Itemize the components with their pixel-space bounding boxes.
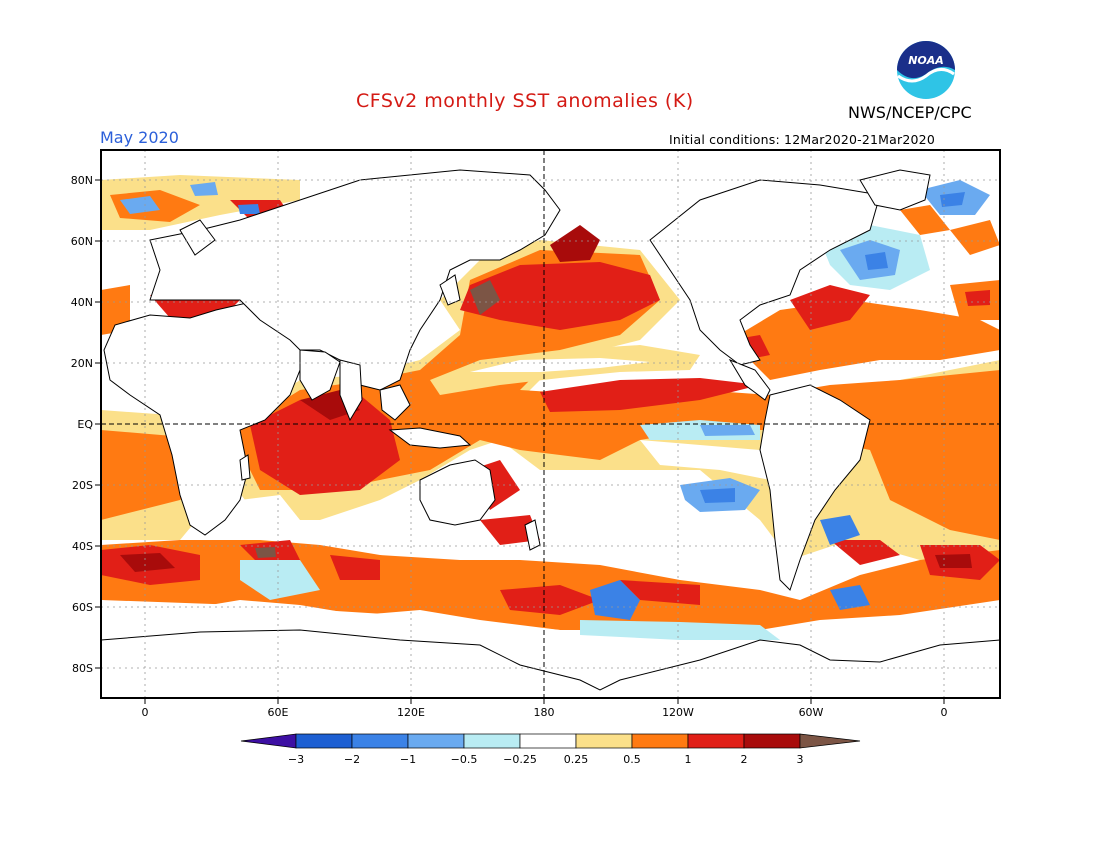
colorbar-tick-label: 3 [797,753,804,766]
colorbar-swatch [519,733,577,749]
lat-label: 80N [71,174,93,187]
colorbar-tick-label: 2 [741,753,748,766]
colorbar-swatch [631,733,689,749]
graticule [101,150,1000,698]
lon-label: 120W [662,706,694,719]
lon-label: 0 [941,706,948,719]
coastlines [101,169,1000,698]
lon-label: 120E [397,706,425,719]
colorbar-tick-label: −1 [400,753,416,766]
lat-label: 40N [71,296,93,309]
lon-label: 60E [268,706,289,719]
colorbar-tick-label: −3 [288,753,304,766]
colorbar-cap-high [799,733,861,749]
reference-lines [101,150,1000,698]
colorbar: −3 −2 −1 −0.5 −0.25 0.25 0.5 1 2 3 [240,733,861,766]
lat-label: 20N [71,357,93,370]
colorbar-tick-label: −0.5 [451,753,478,766]
lon-label: 60W [799,706,824,719]
lon-label: 180 [534,706,555,719]
lat-label: EQ [77,418,93,431]
chart-title: CFSv2 monthly SST anomalies (K) [356,90,694,112]
forecast-month: May 2020 [100,128,179,147]
colorbar-tick-label: −0.25 [503,753,537,766]
colorbar-swatch [687,733,745,749]
colorbar-tick-label: 0.25 [564,753,589,766]
colorbar-tick-label: 1 [685,753,692,766]
agency-label: NWS/NCEP/CPC [848,103,972,122]
colorbar-swatch [295,733,353,749]
colorbar-swatch [575,733,633,749]
lat-labels: 80N 60N 40N 20N EQ 20S 40S 60S 80S [71,174,94,675]
svg-text:NOAA: NOAA [908,54,944,67]
lon-label: 0 [142,706,149,719]
colorbar-tick-label: −2 [344,753,360,766]
initial-conditions: Initial conditions: 12Mar2020-21Mar2020 [669,132,935,147]
colorbar-tick-label: 0.5 [623,753,641,766]
colorbar-cap-low [240,733,297,749]
colorbar-swatch [407,733,465,749]
axis-ticks [95,179,945,704]
lat-label: 60S [72,601,93,614]
noaa-logo: NOAA [896,40,956,100]
lat-label: 20S [72,479,93,492]
colorbar-swatch [743,733,801,749]
lat-label: 60N [71,235,93,248]
lat-label: 40S [72,540,93,553]
lon-labels: 0 60E 120E 180 120W 60W 0 [142,706,948,719]
lat-label: 80S [72,662,93,675]
colorbar-swatch [463,733,521,749]
colorbar-swatch [351,733,409,749]
